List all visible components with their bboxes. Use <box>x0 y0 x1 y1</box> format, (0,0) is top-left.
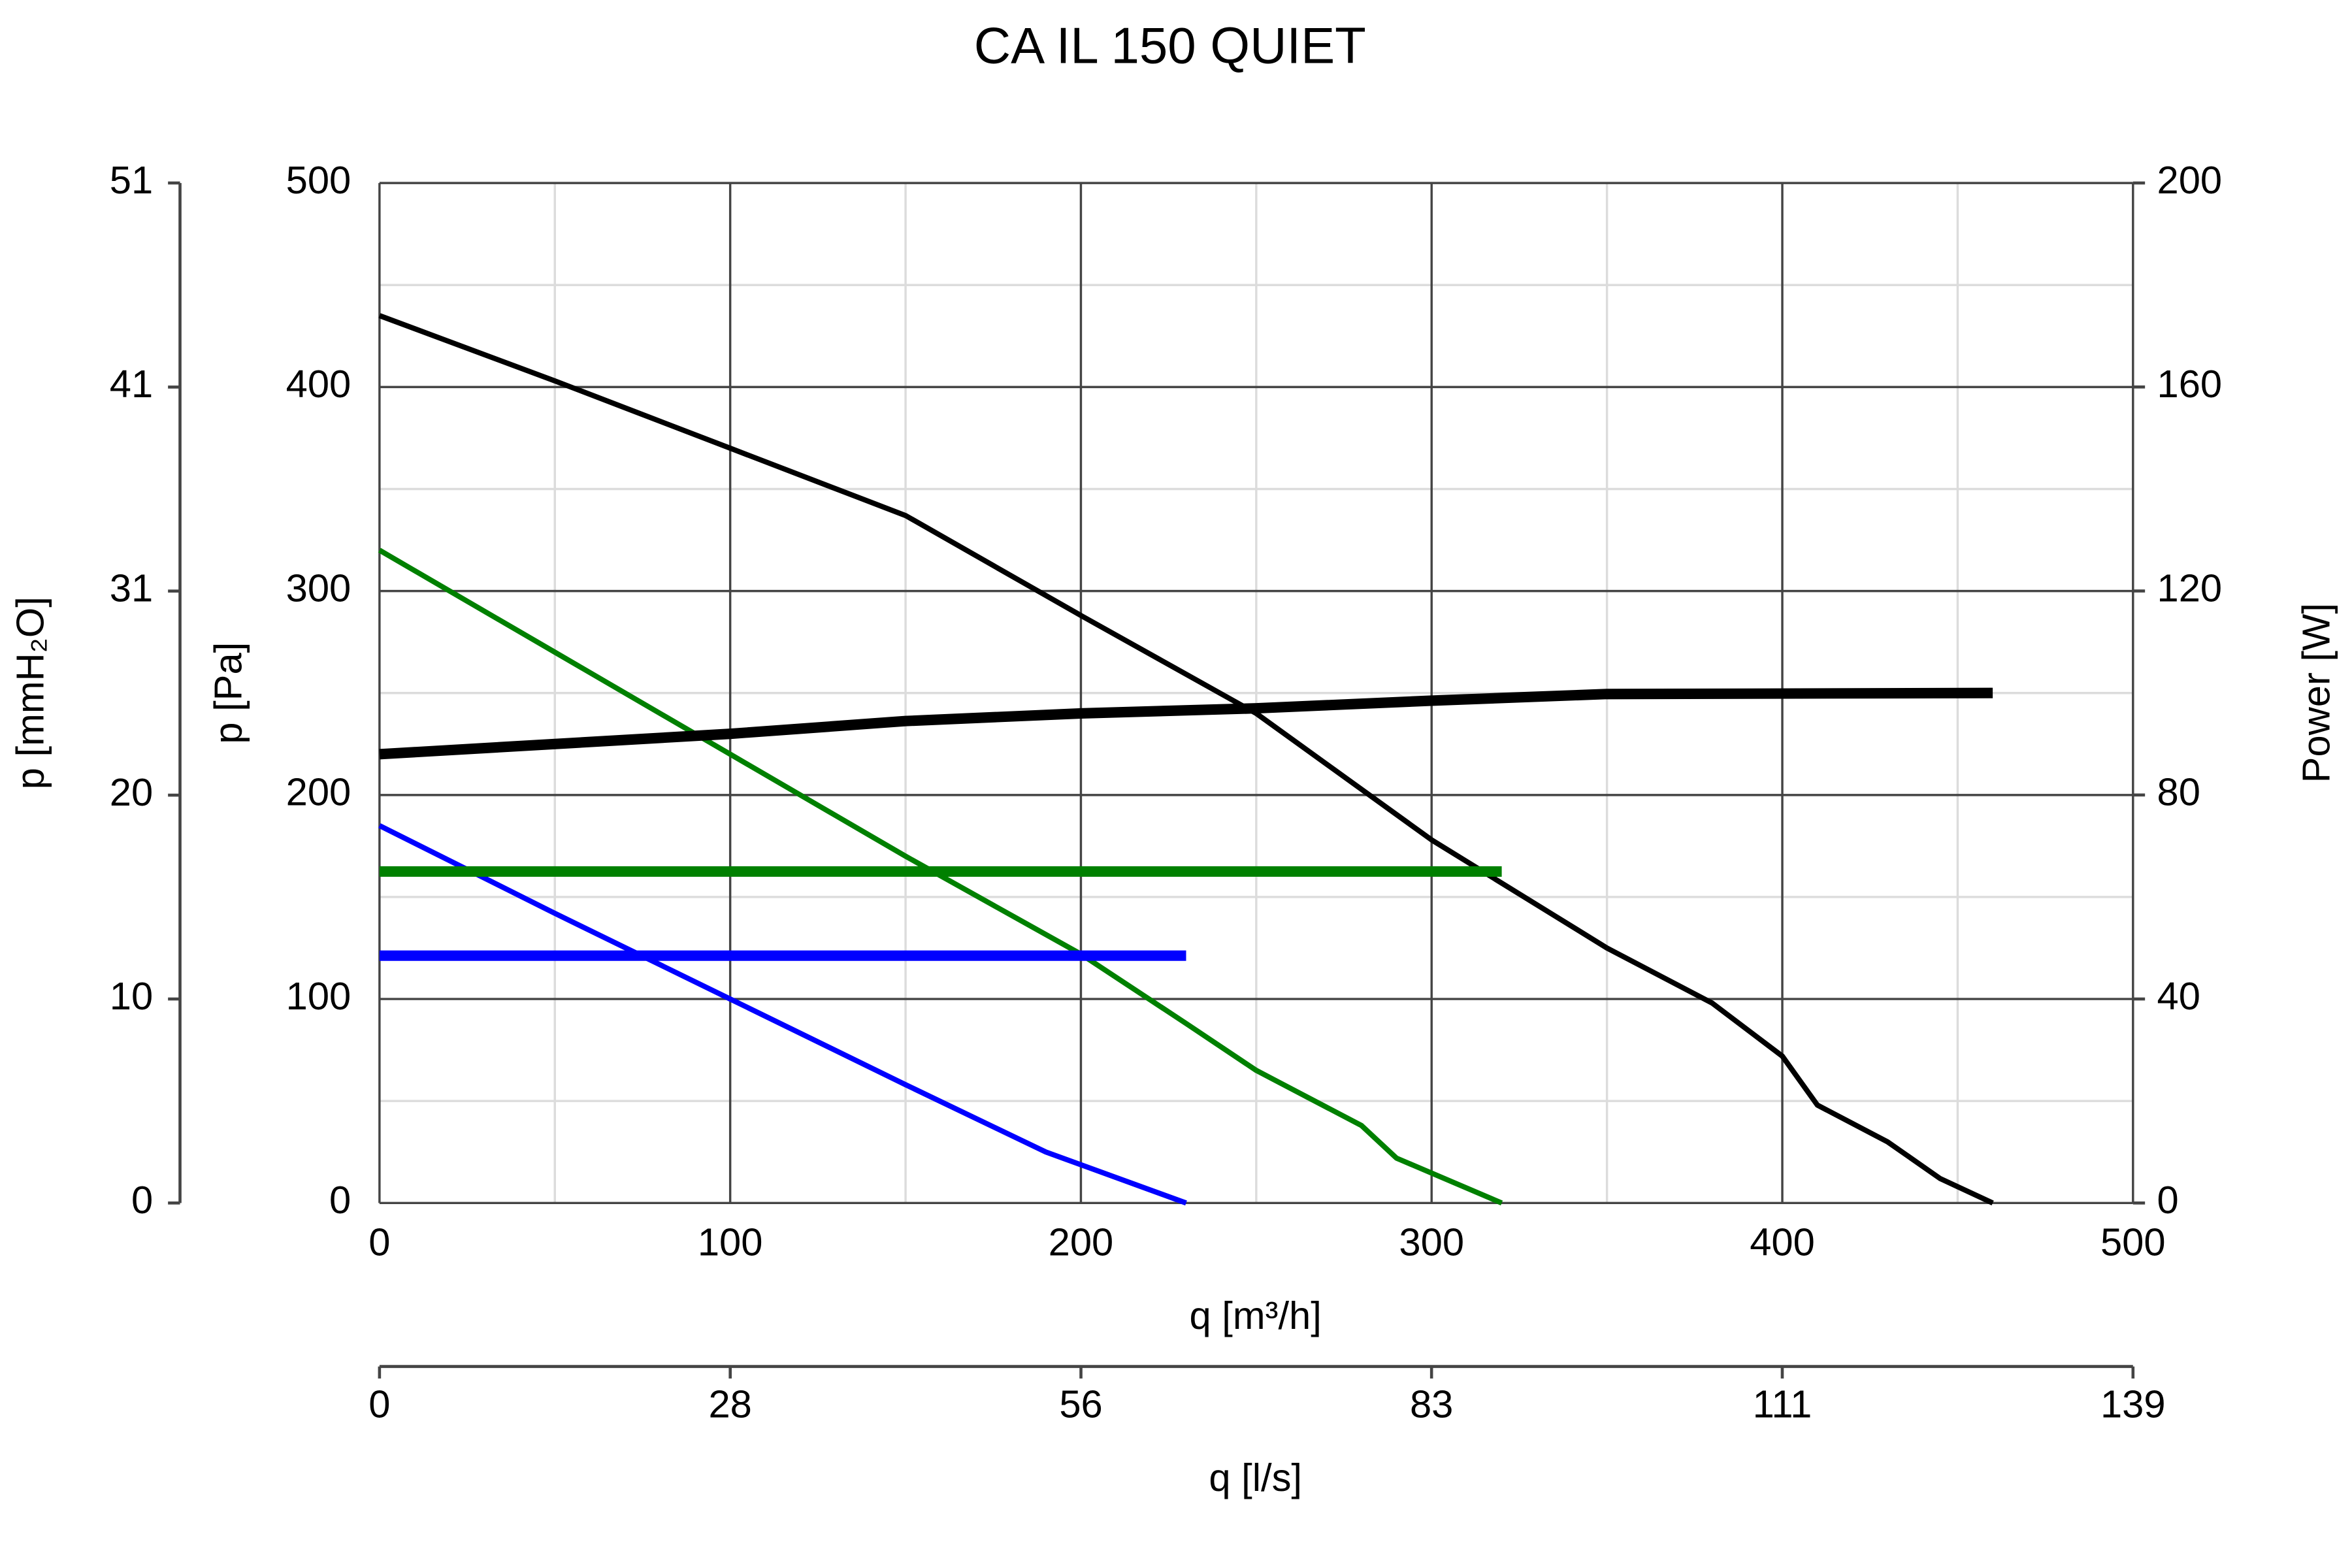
x2-axis-label: q [l/s] <box>1209 1456 1302 1499</box>
x2-tick-label: 28 <box>708 1382 751 1426</box>
x2-tick-label: 83 <box>1410 1382 1453 1426</box>
y3-tick-label: 41 <box>110 362 153 406</box>
y-tick-label: 400 <box>286 362 351 406</box>
y2-tick-label: 80 <box>2157 770 2200 814</box>
y-tick-label: 300 <box>286 566 351 610</box>
pressure-line <box>378 313 1994 1205</box>
power-line <box>379 687 1993 760</box>
y3-tick-label: 51 <box>110 158 153 202</box>
x2-tick-label: 111 <box>1753 1382 1812 1426</box>
pressure-line <box>378 823 1187 1206</box>
y-tick-label: 500 <box>286 158 351 202</box>
x2-tick-label: 139 <box>2100 1382 2166 1426</box>
y3-tick-label: 10 <box>110 974 153 1018</box>
y-tick-label: 0 <box>329 1178 351 1222</box>
y2-tick-label: 160 <box>2157 362 2223 406</box>
y3-tick-label: 20 <box>110 770 153 814</box>
x-tick-label: 0 <box>368 1220 390 1264</box>
x-tick-label: 300 <box>1399 1220 1464 1264</box>
y3-tick-label: 0 <box>131 1178 153 1222</box>
y3-tick-label: 31 <box>110 566 153 610</box>
chart-title: CA IL 150 QUIET <box>974 16 1366 74</box>
pressure-line <box>378 547 1503 1206</box>
x-tick-label: 400 <box>1750 1220 1815 1264</box>
y2-tick-label: 120 <box>2157 566 2223 610</box>
x2-tick-label: 56 <box>1059 1382 1102 1426</box>
y-tick-label: 100 <box>286 974 351 1018</box>
x-tick-label: 500 <box>2100 1220 2166 1264</box>
x-tick-label: 100 <box>698 1220 763 1264</box>
x2-tick-label: 0 <box>368 1382 390 1426</box>
y2-tick-label: 200 <box>2157 158 2223 202</box>
x-axis-label: q [m³/h] <box>1190 1294 1322 1337</box>
y3-axis-label: p [mmH₂O] <box>8 596 52 789</box>
x-tick-label: 200 <box>1049 1220 1114 1264</box>
y-tick-label: 200 <box>286 770 351 814</box>
y-axis-label: p [Pa] <box>206 642 250 744</box>
y2-axis-label: Power [W] <box>2294 603 2338 783</box>
y2-tick-label: 0 <box>2157 1178 2179 1222</box>
y2-tick-label: 40 <box>2157 974 2200 1018</box>
